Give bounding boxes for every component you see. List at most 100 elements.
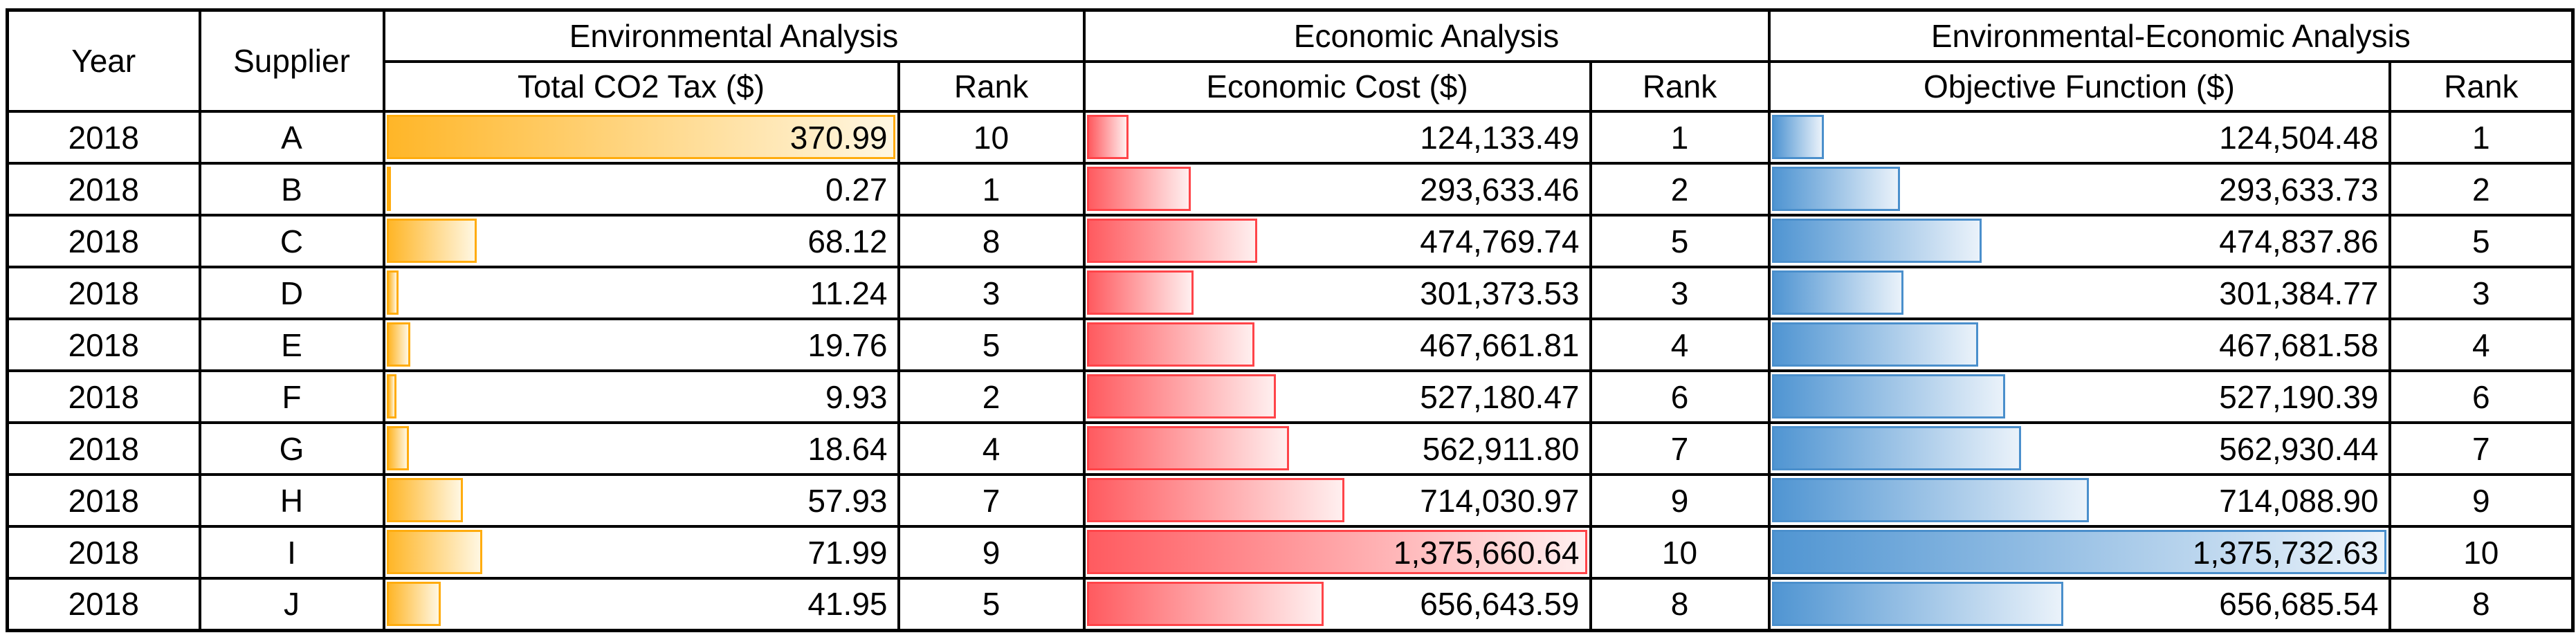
econ-rank-cell: 7: [1589, 421, 1771, 476]
econ-value-cell: 527,180.47: [1082, 369, 1592, 424]
blue-data-bar: [1771, 478, 2090, 522]
supplier-cell: J: [198, 577, 385, 632]
supplier-cell: B: [198, 162, 385, 217]
red-data-bar: [1086, 478, 1345, 522]
obj-rank-cell: 6: [2388, 369, 2575, 424]
co2-value-cell: 18.64: [382, 421, 900, 476]
obj-value-cell: 124,504.48: [1767, 110, 2391, 165]
obj-value-cell: 656,685.54: [1767, 577, 2391, 632]
co2-rank-cell: 5: [897, 318, 1086, 372]
obj-value-cell: 562,930.44: [1767, 421, 2391, 476]
obj-rank-cell: 4: [2388, 318, 2575, 372]
table-row: 2018 D 11.24 3 301,373.53 3 301,384.77 3: [6, 266, 2575, 320]
red-data-bar: [1086, 115, 1129, 159]
obj-value-cell: 301,384.77: [1767, 266, 2391, 320]
co2-value-cell: 68.12: [382, 214, 900, 268]
co2-value-cell: 11.24: [382, 266, 900, 320]
co2-rank-cell: 2: [897, 369, 1086, 424]
econ-value-cell: 301,373.53: [1082, 266, 1592, 320]
supplier-cell: C: [198, 214, 385, 268]
co2-rank-cell: 8: [897, 214, 1086, 268]
co2-value-cell: 19.76: [382, 318, 900, 372]
orange-data-bar: [386, 322, 410, 367]
orange-data-bar: [386, 219, 477, 263]
obj-value-cell: 1,375,732.63: [1767, 525, 2391, 580]
econ-rank-cell: 5: [1589, 214, 1771, 268]
table-row: 2018 H 57.93 7 714,030.97 9 714,088.90 9: [6, 473, 2575, 528]
co2-value-cell: 370.99: [382, 110, 900, 165]
year-cell: 2018: [6, 577, 201, 632]
blue-data-bar: [1771, 115, 1825, 159]
co2-value-cell: 41.95: [382, 577, 900, 632]
co2-value-cell: 0.27: [382, 162, 900, 217]
obj-value-cell: 714,088.90: [1767, 473, 2391, 528]
supplier-cell: F: [198, 369, 385, 424]
econ-value-cell: 714,030.97: [1082, 473, 1592, 528]
blue-data-bar: [1771, 219, 1982, 263]
header-supplier: Supplier: [198, 8, 385, 113]
supplier-analysis-table: Year Supplier Environmental Analysis Eco…: [6, 8, 2575, 632]
year-cell: 2018: [6, 214, 201, 268]
blue-data-bar: [1771, 374, 2005, 418]
co2-value-cell: 9.93: [382, 369, 900, 424]
table-row: 2018 A 370.99 10 124,133.49 1 124,504.48 1: [6, 110, 2575, 165]
blue-data-bar: [1771, 426, 2021, 470]
year-cell: 2018: [6, 369, 201, 424]
orange-data-bar: [386, 270, 399, 315]
co2-rank-cell: 5: [897, 577, 1086, 632]
co2-rank-cell: 3: [897, 266, 1086, 320]
table-row: 2018 E 19.76 5 467,661.81 4 467,681.58 4: [6, 318, 2575, 372]
header-objective-function: Objective Function ($): [1767, 60, 2391, 113]
obj-rank-cell: 3: [2388, 266, 2575, 320]
header-co2-rank: Rank: [897, 60, 1086, 113]
blue-data-bar: [1771, 530, 2386, 574]
econ-value-cell: 124,133.49: [1082, 110, 1592, 165]
header-year: Year: [6, 8, 201, 113]
red-data-bar: [1086, 374, 1277, 418]
table-body: 2018 A 370.99 10 124,133.49 1 124,504.48 1 2018 B…: [6, 110, 2575, 632]
orange-data-bar: [386, 478, 464, 522]
supplier-cell: A: [198, 110, 385, 165]
table-row: 2018 J 41.95 5 656,643.59 8 656,685.54 8: [6, 577, 2575, 632]
obj-rank-cell: 2: [2388, 162, 2575, 217]
blue-data-bar: [1771, 167, 1901, 211]
econ-value-cell: 293,633.46: [1082, 162, 1592, 217]
econ-rank-cell: 1: [1589, 110, 1771, 165]
blue-data-bar: [1771, 270, 1904, 315]
year-cell: 2018: [6, 525, 201, 580]
header-group-environmental: Environmental Analysis: [382, 8, 1086, 63]
red-data-bar: [1086, 426, 1290, 470]
year-cell: 2018: [6, 266, 201, 320]
orange-data-bar: [386, 374, 397, 418]
header-group-environmental-economic: Environmental-Economic Analysis: [1767, 8, 2575, 63]
co2-rank-cell: 7: [897, 473, 1086, 528]
header-co2-tax: Total CO2 Tax ($): [382, 60, 900, 113]
supplier-cell: D: [198, 266, 385, 320]
blue-data-bar: [1771, 322, 1979, 367]
obj-rank-cell: 5: [2388, 214, 2575, 268]
co2-rank-cell: 10: [897, 110, 1086, 165]
header-group-economic: Economic Analysis: [1082, 8, 1771, 63]
econ-rank-cell: 10: [1589, 525, 1771, 580]
header-economic-rank: Rank: [1589, 60, 1771, 113]
blue-data-bar: [1771, 582, 2063, 626]
orange-data-bar: [386, 167, 391, 211]
year-cell: 2018: [6, 473, 201, 528]
orange-data-bar: [386, 115, 895, 159]
red-data-bar: [1086, 530, 1587, 574]
obj-rank-cell: 7: [2388, 421, 2575, 476]
orange-data-bar: [386, 426, 409, 470]
co2-value-cell: 57.93: [382, 473, 900, 528]
orange-data-bar: [386, 582, 441, 626]
table-row: 2018 I 71.99 9 1,375,660.64 10 1,375,732.63 10: [6, 525, 2575, 580]
red-data-bar: [1086, 167, 1191, 211]
table-row: 2018 F 9.93 2 527,180.47 6 527,190.39 6: [6, 369, 2575, 424]
econ-value-cell: 1,375,660.64: [1082, 525, 1592, 580]
red-data-bar: [1086, 582, 1324, 626]
year-cell: 2018: [6, 318, 201, 372]
econ-rank-cell: 2: [1589, 162, 1771, 217]
obj-rank-cell: 1: [2388, 110, 2575, 165]
red-data-bar: [1086, 219, 1257, 263]
obj-value-cell: 474,837.86: [1767, 214, 2391, 268]
table-figure: Year Supplier Environmental Analysis Eco…: [6, 8, 2575, 632]
